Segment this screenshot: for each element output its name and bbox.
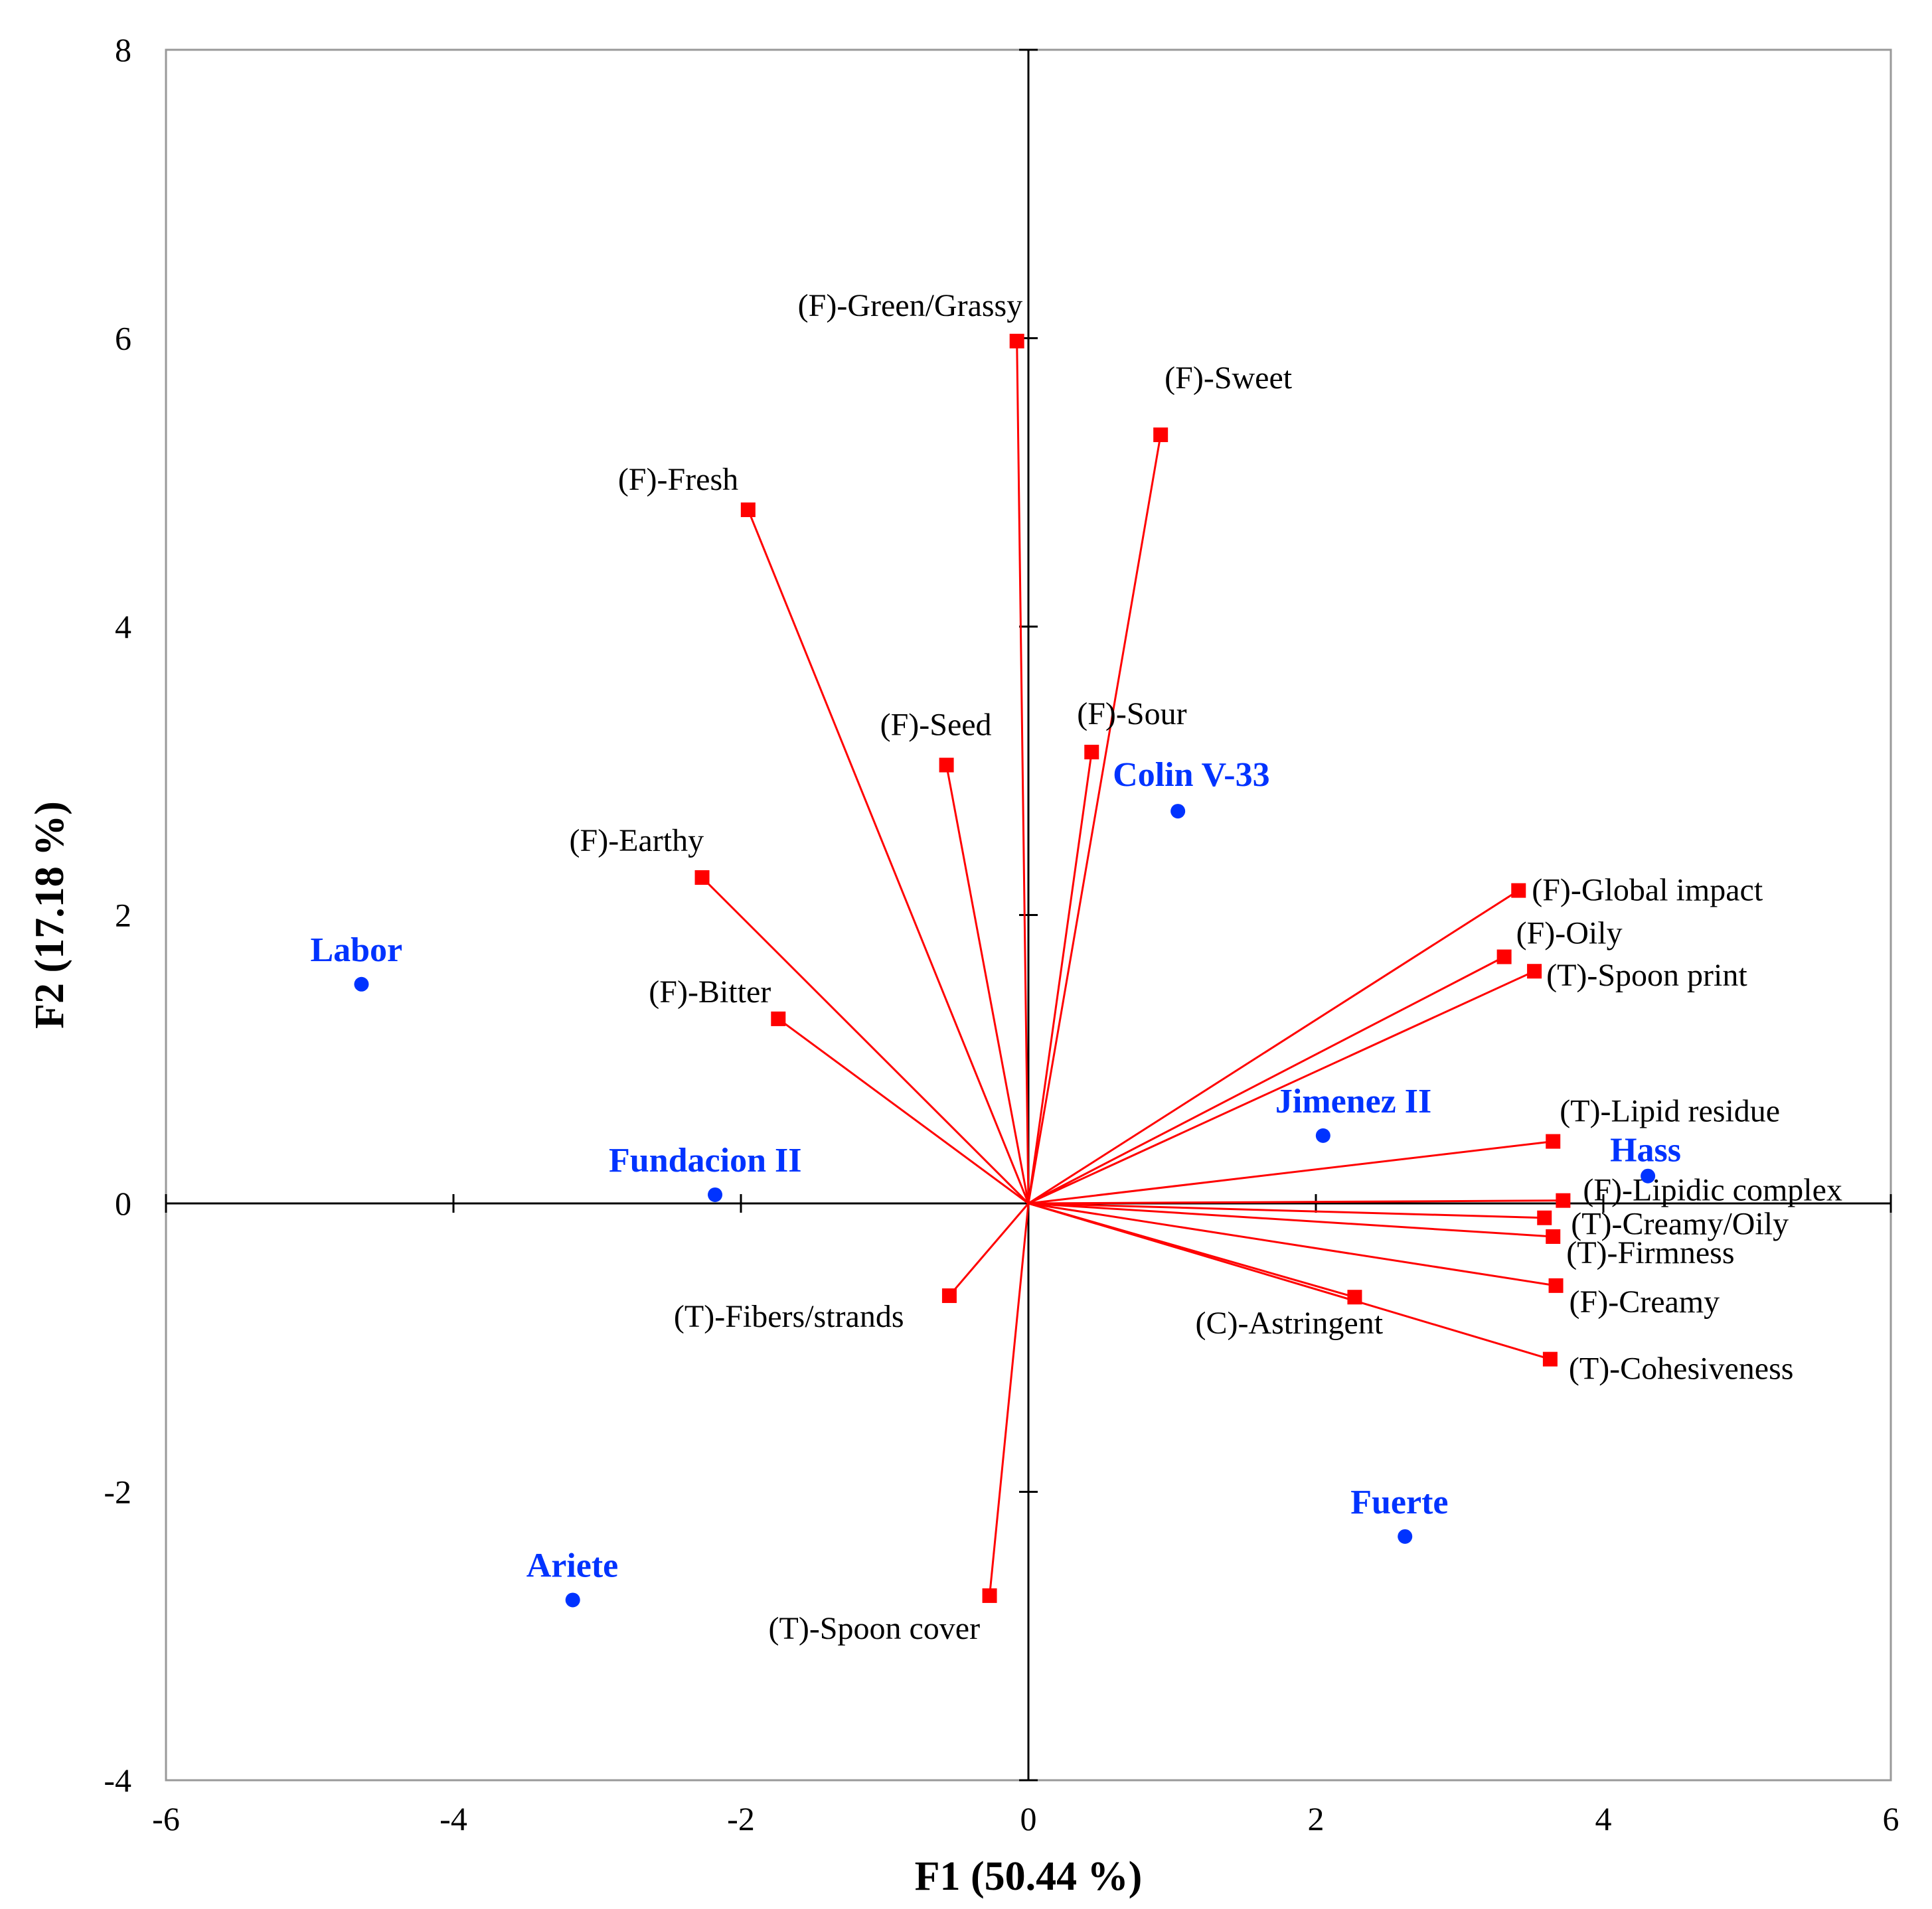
observation-label: Jimenez II: [1275, 1083, 1431, 1120]
x-tick-label: 4: [1595, 1800, 1612, 1837]
x-tick-label: 0: [1020, 1800, 1037, 1837]
x-tick-label: -4: [440, 1800, 467, 1837]
observation-point: [354, 976, 369, 992]
observation-label: Fuerte: [1350, 1484, 1448, 1521]
observation-point: [708, 1187, 723, 1202]
variable-label: (C)-Astringent: [1195, 1306, 1383, 1341]
variable-marker: [1546, 1229, 1561, 1244]
variable-marker: [1496, 949, 1512, 964]
y-axis-title: F2 (17.18 %): [27, 801, 72, 1029]
observation-label: Hass: [1610, 1132, 1681, 1170]
variable-vector: [777, 1018, 1029, 1205]
variable-vector: [1028, 889, 1520, 1205]
observation-label: Ariete: [526, 1547, 619, 1584]
variable-label: (T)-Firmness: [1566, 1235, 1734, 1270]
variable-vector: [989, 1203, 1030, 1596]
x-tick-label: -6: [152, 1800, 180, 1837]
variable-vector: [747, 509, 1030, 1204]
x-tick-label: -2: [727, 1800, 755, 1837]
variable-marker: [740, 502, 756, 518]
variable-vector: [945, 765, 1030, 1204]
x-axis-title: F1 (50.44 %): [915, 1854, 1143, 1899]
variable-vector: [1028, 1140, 1554, 1205]
variable-label: (T)-Cohesiveness: [1569, 1351, 1794, 1387]
y-tick-label: -2: [104, 1474, 131, 1511]
variable-vector: [1028, 1202, 1556, 1287]
variable-vector: [948, 1203, 1030, 1297]
variable-marker: [1548, 1278, 1564, 1293]
variable-vectors: (F)-Green/Grassy (F)-Sweet (F)-Fresh (F)-Se…: [570, 288, 1842, 1646]
variable-label: (F)-Sweet: [1165, 360, 1293, 396]
variable-label: (F)-Global impact: [1532, 873, 1763, 908]
variable-label: (T)-Fibers/strands: [674, 1299, 904, 1334]
variable-marker: [1511, 883, 1526, 898]
variable-label: (T)-Spoon cover: [769, 1611, 981, 1646]
y-tick-label: 6: [115, 320, 131, 357]
y-tick-label: 0: [115, 1185, 131, 1222]
variable-marker: [1542, 1351, 1558, 1367]
variable-marker: [982, 1588, 997, 1603]
variable-vector: [1028, 1202, 1554, 1238]
variable-vector: [1027, 434, 1162, 1204]
observation-point: [1641, 1168, 1656, 1184]
variable-vector: [1028, 1202, 1545, 1219]
x-tick-label: 6: [1883, 1800, 1899, 1837]
variable-label: (T)-Creamy/Oily: [1571, 1207, 1789, 1242]
variable-vector: [1016, 341, 1030, 1204]
y-tick-label: -4: [104, 1762, 131, 1799]
variable-label: (F)-Bitter: [649, 974, 771, 1010]
observation-point: [1398, 1529, 1413, 1544]
variable-label: (F)-Sour: [1077, 696, 1186, 731]
x-tick-label: 2: [1308, 1800, 1325, 1837]
variable-vector: [701, 876, 1030, 1205]
variable-label: (F)-Fresh: [618, 462, 738, 497]
variable-marker: [771, 1011, 786, 1026]
y-tick-label: 8: [115, 31, 131, 68]
observation-points: Labor Fundacion II Ariete Colin V-33 Jimenez…: [310, 756, 1681, 1608]
axes: [165, 48, 1892, 1782]
variable-label: (T)-Lipid residue: [1560, 1094, 1780, 1129]
variable-label: (F)-Seed: [880, 708, 992, 743]
y-tick-label: 4: [115, 608, 131, 645]
variable-marker: [939, 757, 954, 773]
variable-vector: [1028, 1202, 1355, 1298]
variable-vector: [1028, 970, 1535, 1205]
variable-label: (F)-Lipidic complex: [1583, 1173, 1842, 1208]
tick-labels: -6 -4 -2 0 2 4 6 -4 -2 0 2 4 6 8: [104, 31, 1899, 1837]
variable-vector: [1027, 751, 1093, 1204]
variable-marker: [1527, 964, 1542, 979]
variable-marker: [1556, 1193, 1571, 1208]
variable-marker: [1153, 427, 1168, 443]
variable-vector: [1028, 1199, 1564, 1205]
observation-label: Colin V-33: [1113, 756, 1269, 794]
variable-label: (F)-Oily: [1516, 916, 1623, 951]
variable-label: (F)-Creamy: [1570, 1284, 1720, 1320]
variable-vector: [1028, 956, 1505, 1205]
observation-point: [565, 1592, 580, 1608]
variable-marker: [694, 870, 710, 885]
observation-label: Labor: [310, 931, 402, 969]
variable-marker: [1009, 333, 1024, 348]
variable-marker: [1537, 1210, 1552, 1225]
observation-label: Fundacion II: [609, 1142, 801, 1180]
variable-label: (F)-Green/Grassy: [798, 288, 1023, 323]
observation-point: [1170, 804, 1186, 819]
variable-marker: [1347, 1290, 1362, 1305]
y-tick-label: 2: [115, 897, 131, 934]
variable-label: (T)-Spoon print: [1546, 958, 1747, 993]
variable-marker: [1546, 1134, 1561, 1149]
variable-marker: [1084, 745, 1099, 760]
observation-point: [1315, 1128, 1330, 1143]
variable-marker: [941, 1288, 957, 1304]
variable-label: (F)-Earthy: [570, 823, 704, 858]
